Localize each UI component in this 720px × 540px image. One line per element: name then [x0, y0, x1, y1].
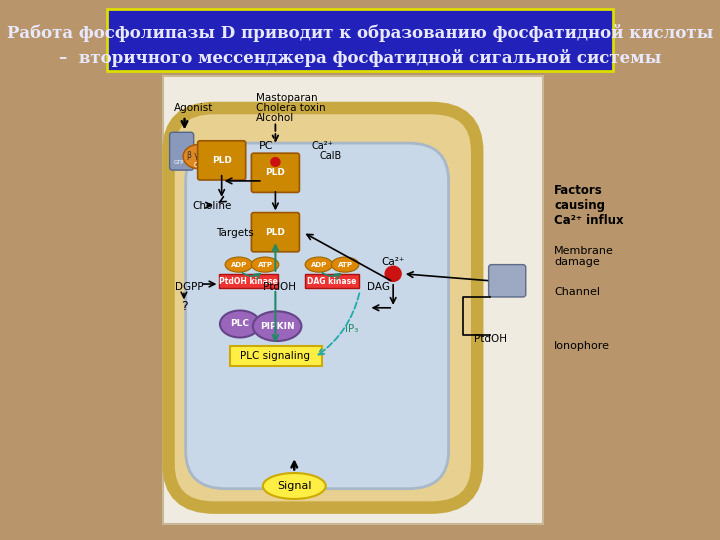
Text: DAG: DAG: [367, 282, 390, 292]
Circle shape: [385, 266, 401, 281]
Text: ?: ?: [181, 300, 187, 313]
FancyBboxPatch shape: [168, 108, 477, 508]
Circle shape: [271, 158, 280, 166]
Text: PLD: PLD: [266, 168, 285, 177]
Text: Mastoparan: Mastoparan: [256, 93, 318, 103]
Text: Agonist: Agonist: [174, 103, 214, 113]
FancyBboxPatch shape: [251, 213, 300, 252]
Text: ADP: ADP: [311, 261, 327, 268]
Text: DAG kinase: DAG kinase: [307, 277, 356, 286]
FancyBboxPatch shape: [230, 346, 322, 366]
Text: PtdOH: PtdOH: [264, 282, 297, 292]
Text: CalB: CalB: [320, 151, 342, 160]
Text: PLC signaling: PLC signaling: [240, 351, 310, 361]
Text: PLD: PLD: [212, 156, 232, 165]
Text: PtdOH: PtdOH: [474, 334, 508, 344]
Ellipse shape: [197, 158, 215, 172]
Text: IP₃: IP₃: [346, 325, 359, 334]
Text: β γ: β γ: [187, 151, 199, 160]
Text: Membrane
damage: Membrane damage: [554, 246, 614, 267]
Text: Ionophore: Ionophore: [554, 341, 611, 350]
FancyBboxPatch shape: [489, 265, 526, 297]
Text: α: α: [194, 160, 199, 168]
Text: ADP: ADP: [230, 261, 247, 268]
Text: PtdOH kinase: PtdOH kinase: [219, 277, 278, 286]
Text: ATP: ATP: [338, 261, 353, 268]
Text: PLC: PLC: [230, 320, 249, 328]
Text: Signal: Signal: [277, 481, 312, 491]
Text: Channel: Channel: [554, 287, 600, 296]
Ellipse shape: [263, 473, 325, 499]
Text: Cholera toxin: Cholera toxin: [256, 103, 325, 113]
Text: GTP: GTP: [174, 159, 184, 165]
Ellipse shape: [183, 145, 215, 168]
Ellipse shape: [251, 257, 279, 272]
FancyBboxPatch shape: [219, 274, 278, 288]
Text: Ca²⁺: Ca²⁺: [382, 257, 405, 267]
FancyBboxPatch shape: [198, 141, 246, 180]
Text: –  вторичного мессенджера фосфатидной сигальной системы: – вторичного мессенджера фосфатидной сиг…: [59, 49, 661, 67]
Ellipse shape: [253, 311, 302, 341]
Text: Choline: Choline: [192, 201, 232, 211]
Ellipse shape: [331, 257, 359, 272]
Text: Targets: Targets: [216, 228, 253, 238]
Text: PIPKIN: PIPKIN: [260, 322, 294, 330]
Text: Factors
causing
Ca²⁺ influx: Factors causing Ca²⁺ influx: [554, 184, 624, 227]
Text: PC: PC: [258, 141, 273, 151]
Text: PLD: PLD: [266, 228, 285, 237]
FancyBboxPatch shape: [186, 143, 449, 489]
FancyBboxPatch shape: [251, 153, 300, 192]
Text: Работа фосфолипазы D приводит к образованию фосфатидной кислоты: Работа фосфолипазы D приводит к образова…: [6, 24, 714, 43]
FancyBboxPatch shape: [107, 9, 613, 71]
FancyBboxPatch shape: [170, 132, 194, 170]
Text: ATP: ATP: [258, 261, 273, 268]
Text: Ca²⁺: Ca²⁺: [312, 141, 333, 151]
Ellipse shape: [225, 257, 253, 272]
Ellipse shape: [305, 257, 333, 272]
Text: DGPP: DGPP: [175, 282, 204, 292]
FancyBboxPatch shape: [305, 274, 359, 288]
FancyBboxPatch shape: [163, 76, 543, 524]
Ellipse shape: [220, 310, 260, 338]
Text: Alcohol: Alcohol: [256, 113, 294, 123]
